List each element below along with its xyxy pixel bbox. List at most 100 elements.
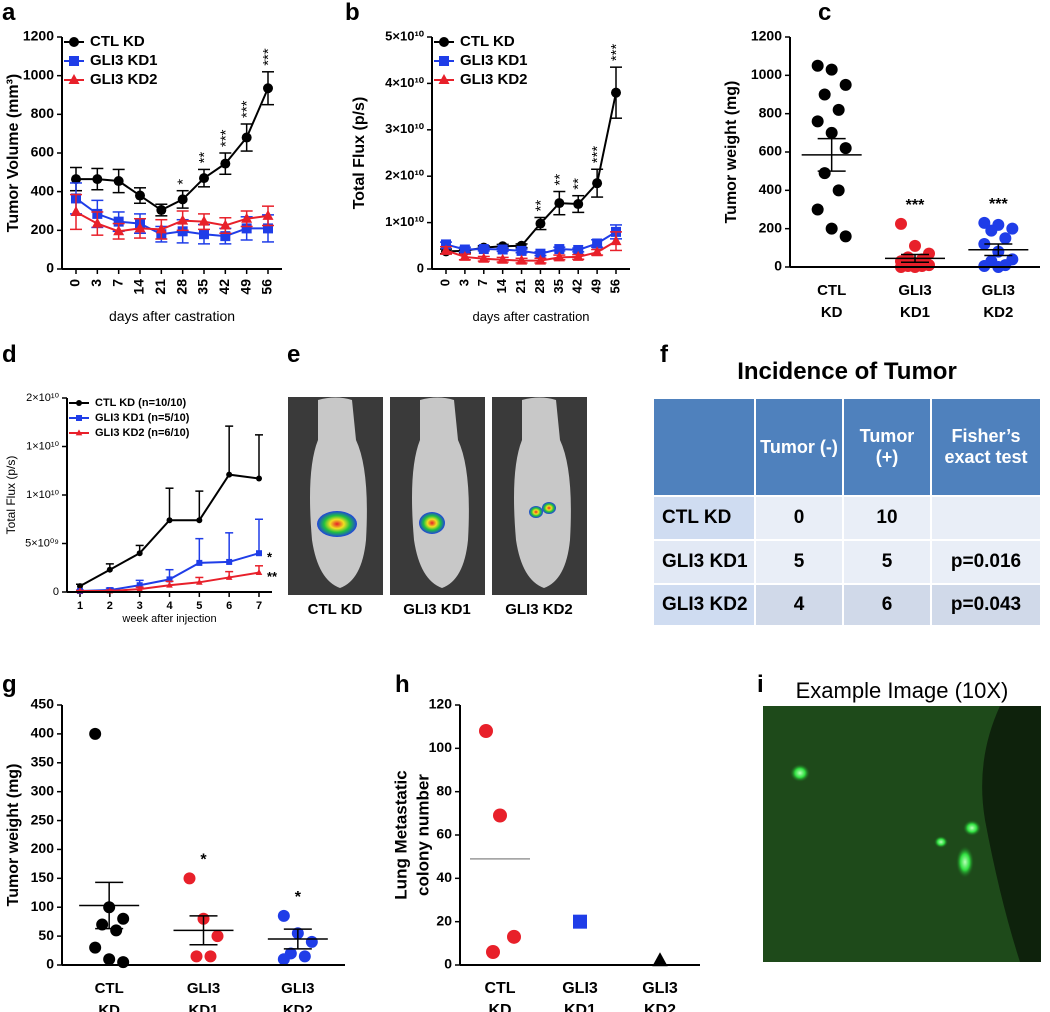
marker — [573, 199, 584, 210]
marker — [573, 244, 584, 255]
x-tick-label: 49 — [589, 279, 604, 293]
y-axis-label: Lung Metastatic — [391, 770, 410, 899]
cell: p=0.016 — [930, 539, 1042, 585]
legend-label: GLI3 KD1 — [460, 52, 528, 69]
y-tick-label: 450 — [31, 696, 55, 712]
x-tick-label: 14 — [131, 279, 147, 295]
y-tick-label: 1000 — [23, 66, 54, 82]
y-tick-label: 5×10¹⁰ — [385, 28, 425, 43]
header-cell: Tumor (-) — [754, 397, 844, 497]
y-tick-label: 600 — [31, 144, 55, 160]
significance: *** — [217, 129, 234, 147]
marker — [486, 945, 500, 959]
x-axis-label: week after injection — [121, 613, 216, 625]
image-label: GLI3 KD2 — [505, 601, 573, 618]
marker — [978, 216, 991, 229]
marker — [818, 88, 831, 101]
header-cell — [652, 397, 756, 497]
y-tick-label: 3×10¹⁰ — [385, 121, 425, 136]
marker — [134, 222, 146, 233]
y-axis-label: colony number — [413, 774, 432, 896]
table-title: Incidence of Tumor — [737, 358, 957, 385]
marker — [811, 59, 824, 72]
marker — [183, 872, 196, 885]
marker — [89, 941, 102, 954]
series-line — [75, 197, 268, 238]
header-row: Tumor (-) Tumor (+) Fisher’s exact test — [652, 397, 1042, 497]
y-tick-label: 4×10¹⁰ — [385, 75, 425, 90]
marker — [113, 225, 125, 236]
marker — [909, 239, 921, 252]
marker — [71, 174, 81, 185]
x-tick-label: 28 — [173, 279, 189, 295]
cell: 10 — [842, 495, 932, 541]
x-tick-label: 1 — [77, 600, 83, 612]
panel-letter: a — [2, 0, 16, 26]
x-tick-label: 56 — [259, 279, 275, 295]
panel-letter: d — [2, 341, 17, 368]
marker — [832, 103, 845, 116]
marker — [493, 808, 507, 823]
y-axis-label: Tumor Volume (mm³) — [5, 74, 22, 233]
y-tick-label: 120 — [429, 696, 453, 712]
panel-letter: i — [757, 671, 764, 698]
y-tick-label: 1000 — [751, 66, 782, 82]
x-tick-label: GLI3 — [187, 980, 220, 997]
marker — [478, 252, 490, 263]
marker — [256, 475, 262, 482]
x-tick-label: 42 — [570, 279, 585, 293]
signal — [529, 506, 543, 518]
marker — [839, 78, 852, 91]
header-cell: Fisher’s exact test — [930, 397, 1042, 497]
y-tick-label: 200 — [759, 219, 783, 235]
y-tick-label: 2×10¹⁰ — [385, 168, 425, 183]
x-tick-label: 0 — [67, 279, 83, 287]
y-tick-label: 40 — [436, 869, 452, 885]
marker — [225, 573, 233, 580]
x-tick-label: 4 — [166, 600, 173, 612]
marker — [611, 87, 621, 98]
marker — [76, 400, 82, 406]
cell: 6 — [842, 583, 932, 627]
marker — [199, 229, 209, 240]
marker — [106, 566, 113, 573]
signal — [419, 512, 445, 534]
marker — [196, 559, 203, 566]
mouse — [412, 397, 469, 588]
marker — [199, 173, 209, 184]
x-tick-label: KD — [98, 1002, 120, 1012]
marker — [113, 216, 124, 227]
significance: * — [295, 889, 302, 906]
marker — [136, 582, 143, 589]
x-tick-label: KD1 — [564, 1002, 596, 1012]
y-tick-label: 300 — [31, 782, 55, 798]
significance: *** — [906, 197, 925, 214]
marker — [516, 254, 528, 265]
significance: ** — [532, 200, 549, 212]
y-tick-label: 5×10⁰⁹ — [25, 537, 59, 549]
legend-label: GLI3 KD1 — [90, 52, 158, 69]
marker — [196, 517, 203, 524]
marker — [113, 176, 124, 187]
cell — [956, 846, 974, 878]
cell — [963, 820, 981, 836]
marker — [516, 245, 527, 256]
marker — [262, 209, 274, 220]
marker — [497, 244, 508, 255]
marker — [135, 190, 145, 201]
significance: ** — [551, 174, 568, 186]
x-tick-label: GLI3 — [898, 282, 931, 299]
marker — [68, 74, 80, 84]
marker — [298, 950, 311, 963]
marker — [177, 226, 188, 237]
marker — [226, 558, 233, 565]
marker — [507, 929, 521, 944]
x-tick-label: GLI3 — [281, 980, 314, 997]
mouse-images: e CTL KD GLI3 KD1 GLI3 KD2 — [287, 341, 587, 618]
series-line — [445, 92, 617, 253]
x-tick-label: 5 — [196, 600, 202, 612]
y-tick-label: 80 — [436, 782, 452, 798]
y-tick-label: 200 — [31, 221, 55, 237]
y-axis-label: Tumor weight (mg) — [5, 764, 22, 907]
